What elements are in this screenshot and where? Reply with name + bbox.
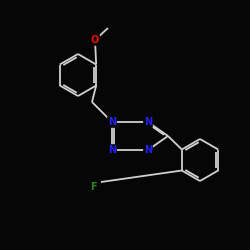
Text: N: N <box>144 117 152 127</box>
Text: N: N <box>108 117 116 127</box>
Text: N: N <box>144 145 152 155</box>
Text: O: O <box>91 35 99 45</box>
Text: F: F <box>90 182 96 192</box>
Text: N: N <box>108 145 116 155</box>
